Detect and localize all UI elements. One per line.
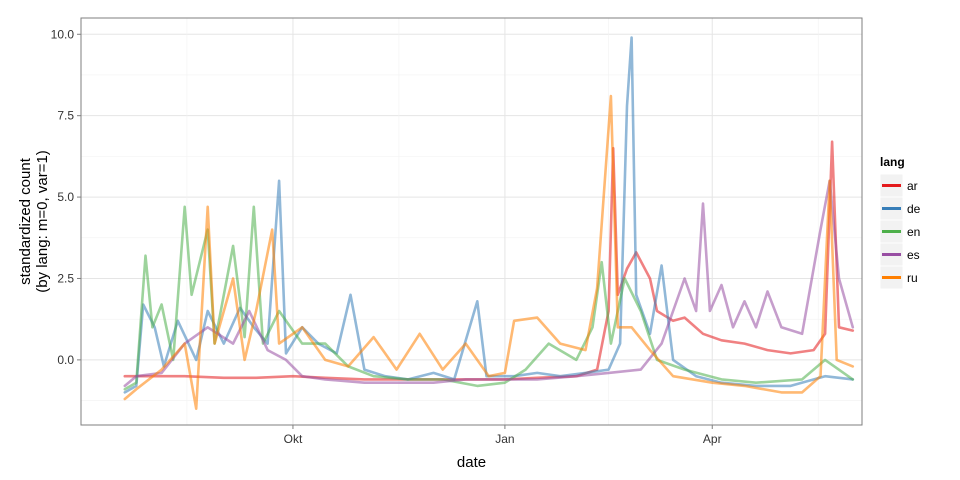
- x-tick-label: Apr: [703, 432, 722, 446]
- y-tick-label: 5.0: [57, 190, 74, 204]
- y-axis-title-line2: (by lang: m=0, var=1): [34, 150, 51, 293]
- grid: [81, 18, 862, 425]
- y-axis: 0.0 2.5 5.0 7.5 10.0: [51, 27, 81, 367]
- panel-border: [80, 17, 863, 426]
- legend-label-en: en: [907, 225, 920, 239]
- y-tick-label: 2.5: [57, 271, 74, 285]
- y-tick-label: 7.5: [57, 109, 74, 123]
- y-axis-title-line1: standardized count: [17, 157, 34, 285]
- legend-label-ru: ru: [907, 271, 918, 285]
- legend-label-de: de: [907, 202, 921, 216]
- x-axis: Okt Jan Apr: [284, 425, 722, 446]
- series-line-ru: [123, 94, 855, 410]
- y-tick-label: 10.0: [51, 27, 75, 41]
- legend-label-ar: ar: [907, 179, 918, 193]
- x-tick-label: Jan: [495, 432, 514, 446]
- series-line-de: [123, 36, 855, 394]
- legend-label-es: es: [907, 248, 920, 262]
- series-layer: [123, 36, 855, 410]
- series-line-es: [123, 179, 855, 388]
- y-tick-label: 0.0: [57, 353, 74, 367]
- x-axis-title: date: [457, 454, 486, 471]
- legend: lang ar de en es ru: [879, 155, 921, 290]
- legend-title: lang: [880, 155, 905, 169]
- x-tick-label: Okt: [284, 432, 303, 446]
